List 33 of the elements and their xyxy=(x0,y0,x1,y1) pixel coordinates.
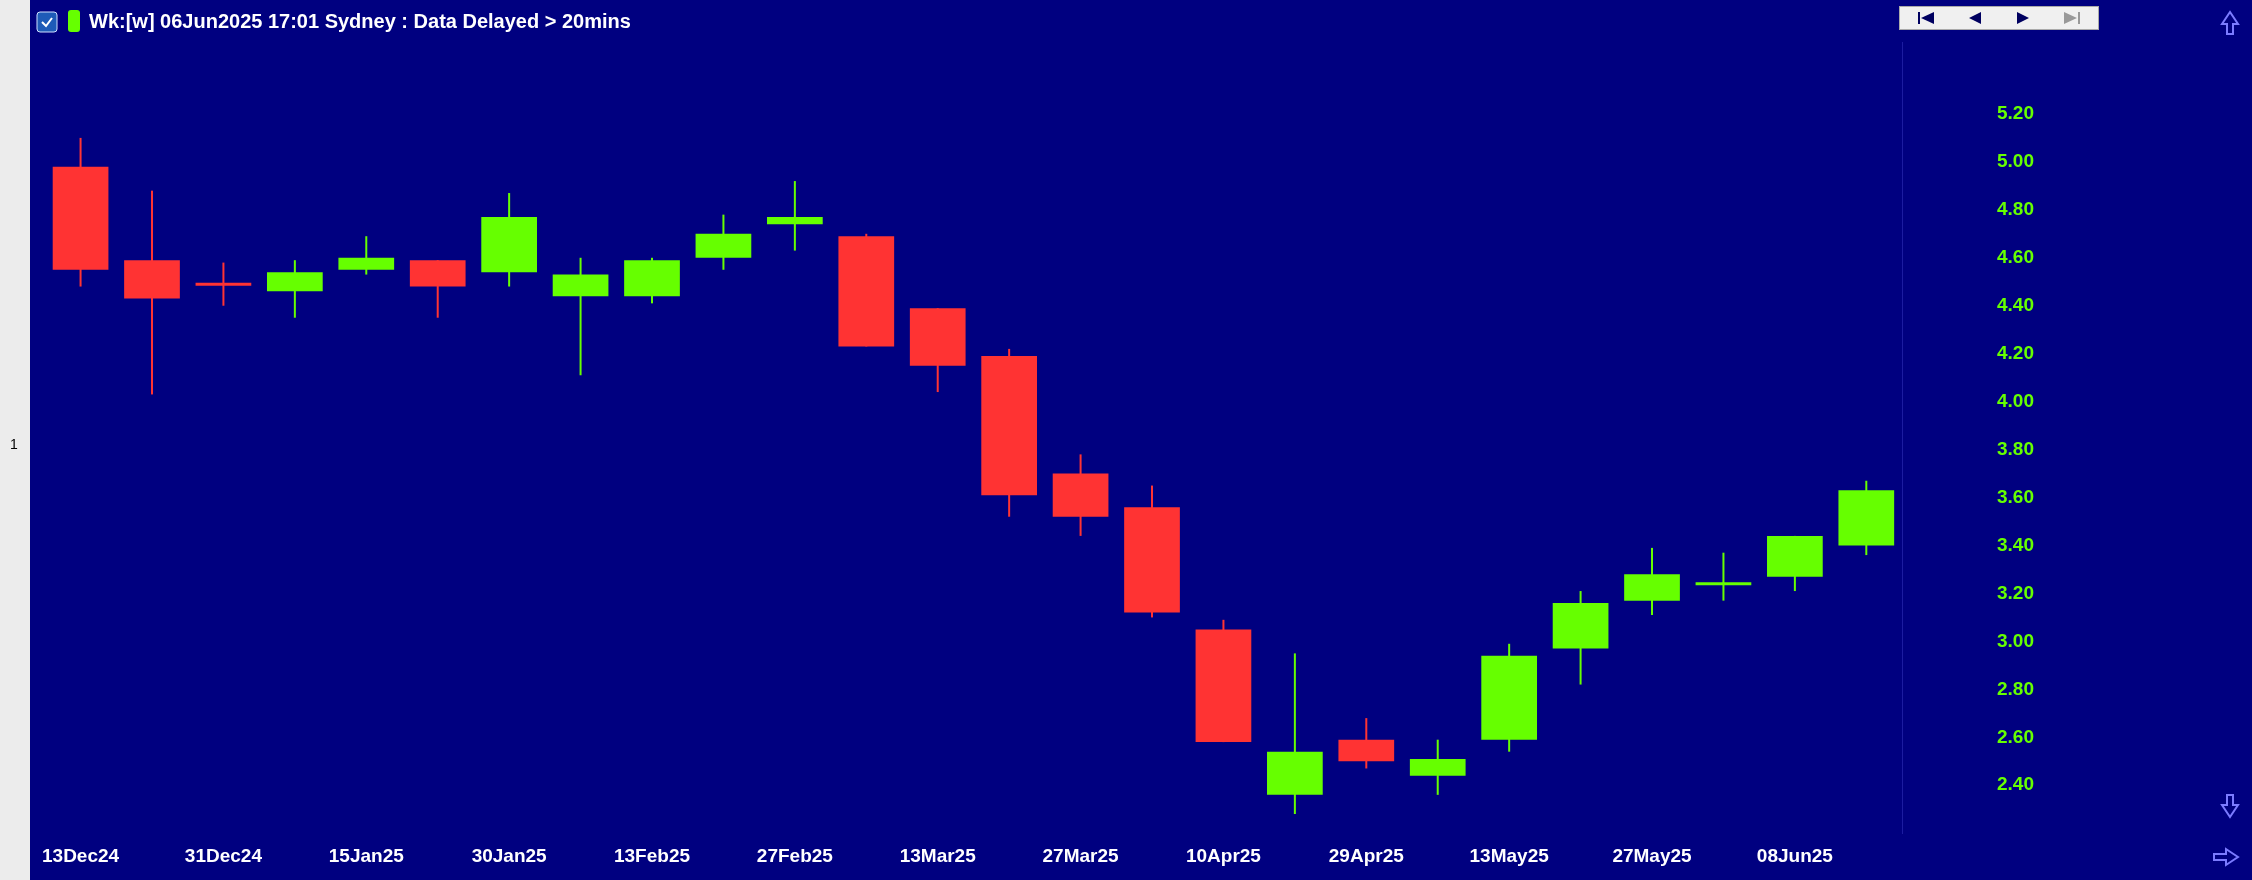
candlestick xyxy=(195,262,252,306)
x-tick-label: 13Feb25 xyxy=(613,844,691,866)
x-tick-label: 13May25 xyxy=(1469,844,1550,866)
x-tick-label: 27May25 xyxy=(1612,844,1693,866)
y-tick-label: 4.20 xyxy=(1997,341,2034,363)
x-tick-label: 10Apr25 xyxy=(1185,844,1262,866)
x-tick-label: 27Feb25 xyxy=(756,844,834,866)
x-tick-label: 30Jan25 xyxy=(471,844,548,866)
y-tick-label: 4.80 xyxy=(1997,198,2034,220)
y-tick-label: 3.00 xyxy=(1997,629,2034,651)
x-tick-label: 15Jan25 xyxy=(328,844,405,866)
y-tick-label: 3.60 xyxy=(1997,485,2034,507)
y-tick-label: 4.00 xyxy=(1997,389,2034,411)
x-tick-label: 31Dec24 xyxy=(184,844,263,866)
text: 1 xyxy=(10,436,18,452)
x-tick-label: 13Mar25 xyxy=(899,844,977,866)
x-tick-label: 27Mar25 xyxy=(1042,844,1120,866)
y-tick-label: 4.60 xyxy=(1997,246,2034,268)
candlestick xyxy=(767,181,823,251)
x-tick-label: 08Jun25 xyxy=(1756,844,1834,866)
y-tick-label: 4.40 xyxy=(1997,293,2034,315)
chart-title: Wk:[w] 06Jun2025 17:01 Sydney : Data Delayed > 20mins xyxy=(89,10,631,33)
y-tick-label: 3.40 xyxy=(1997,533,2034,555)
y-tick-label: 5.00 xyxy=(1997,150,2034,172)
y-tick-label: 2.80 xyxy=(1997,677,2034,699)
y-tick-label: 3.80 xyxy=(1997,437,2034,459)
x-tick-label: 13Dec24 xyxy=(42,844,120,866)
x-tick-label: 29Apr25 xyxy=(1328,844,1405,866)
y-tick-label: 3.20 xyxy=(1997,581,2034,603)
y-tick-label: 2.40 xyxy=(1997,773,2034,795)
y-tick-label: 5.20 xyxy=(1997,102,2034,124)
candlestick xyxy=(1695,552,1752,601)
y-tick-label: 2.60 xyxy=(1997,725,2034,747)
